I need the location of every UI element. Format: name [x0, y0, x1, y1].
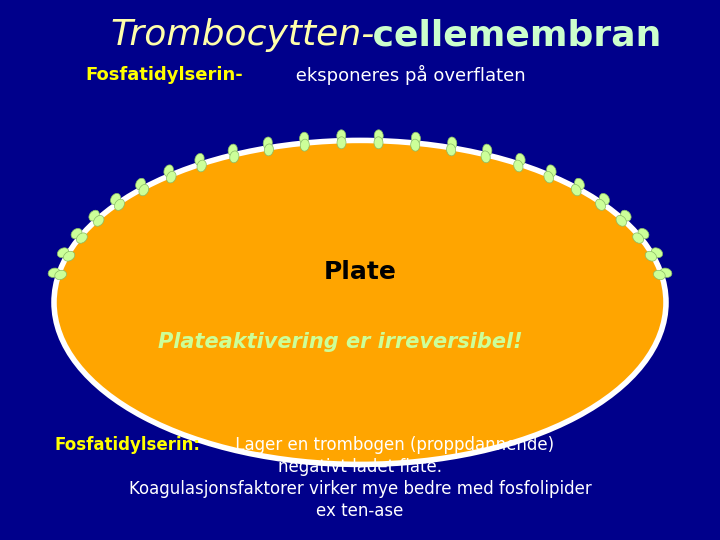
Ellipse shape — [446, 144, 456, 156]
Ellipse shape — [616, 215, 626, 226]
Ellipse shape — [652, 248, 662, 258]
Ellipse shape — [374, 130, 383, 142]
Ellipse shape — [264, 137, 272, 149]
Ellipse shape — [110, 193, 120, 205]
Ellipse shape — [94, 215, 104, 226]
Ellipse shape — [48, 268, 60, 278]
Ellipse shape — [575, 178, 585, 190]
Ellipse shape — [166, 171, 176, 183]
Text: Fosfatidylserin-: Fosfatidylserin- — [85, 66, 243, 84]
Ellipse shape — [645, 251, 657, 261]
Ellipse shape — [482, 144, 492, 156]
Ellipse shape — [337, 130, 346, 142]
Ellipse shape — [411, 132, 420, 144]
Ellipse shape — [516, 153, 525, 165]
Ellipse shape — [71, 228, 82, 239]
Ellipse shape — [621, 210, 631, 221]
Text: Fosfatidylserin:: Fosfatidylserin: — [55, 436, 201, 454]
Text: ex ten-ase: ex ten-ase — [316, 502, 404, 520]
Ellipse shape — [230, 151, 239, 163]
Ellipse shape — [164, 165, 174, 177]
Ellipse shape — [600, 193, 610, 205]
Text: eksponeres på overflaten: eksponeres på overflaten — [290, 65, 526, 85]
Ellipse shape — [300, 132, 309, 144]
Ellipse shape — [195, 153, 204, 165]
Ellipse shape — [448, 137, 456, 149]
Text: Plateaktivering er irreversibel!: Plateaktivering er irreversibel! — [158, 333, 522, 353]
Ellipse shape — [197, 160, 207, 172]
Text: Koagulasjonsfaktorer virker mye bedre med fosfolipider: Koagulasjonsfaktorer virker mye bedre me… — [129, 480, 591, 498]
Text: Trombocytten-: Trombocytten- — [110, 18, 374, 52]
Ellipse shape — [76, 233, 87, 243]
Text: Lager en trombogen (proppdannende): Lager en trombogen (proppdannende) — [230, 436, 554, 454]
Ellipse shape — [410, 139, 420, 151]
Ellipse shape — [481, 151, 490, 163]
Ellipse shape — [546, 165, 556, 177]
Ellipse shape — [135, 178, 145, 190]
Ellipse shape — [654, 270, 665, 280]
Text: cellemembran: cellemembran — [360, 18, 662, 52]
Ellipse shape — [595, 199, 606, 211]
Ellipse shape — [55, 270, 66, 280]
Ellipse shape — [89, 210, 99, 221]
Ellipse shape — [633, 233, 644, 243]
Ellipse shape — [660, 268, 672, 278]
Ellipse shape — [228, 144, 238, 156]
Ellipse shape — [638, 228, 649, 239]
Ellipse shape — [264, 144, 274, 156]
Ellipse shape — [54, 140, 666, 464]
Ellipse shape — [544, 171, 554, 183]
Ellipse shape — [300, 139, 310, 151]
Ellipse shape — [139, 185, 148, 196]
Text: negativt ladet flate.: negativt ladet flate. — [278, 458, 442, 476]
Ellipse shape — [58, 248, 68, 258]
Ellipse shape — [513, 160, 523, 172]
Ellipse shape — [114, 199, 125, 211]
Ellipse shape — [572, 185, 581, 196]
Ellipse shape — [374, 137, 383, 149]
Text: Plate: Plate — [323, 260, 397, 285]
Ellipse shape — [337, 137, 346, 149]
Ellipse shape — [63, 251, 75, 261]
